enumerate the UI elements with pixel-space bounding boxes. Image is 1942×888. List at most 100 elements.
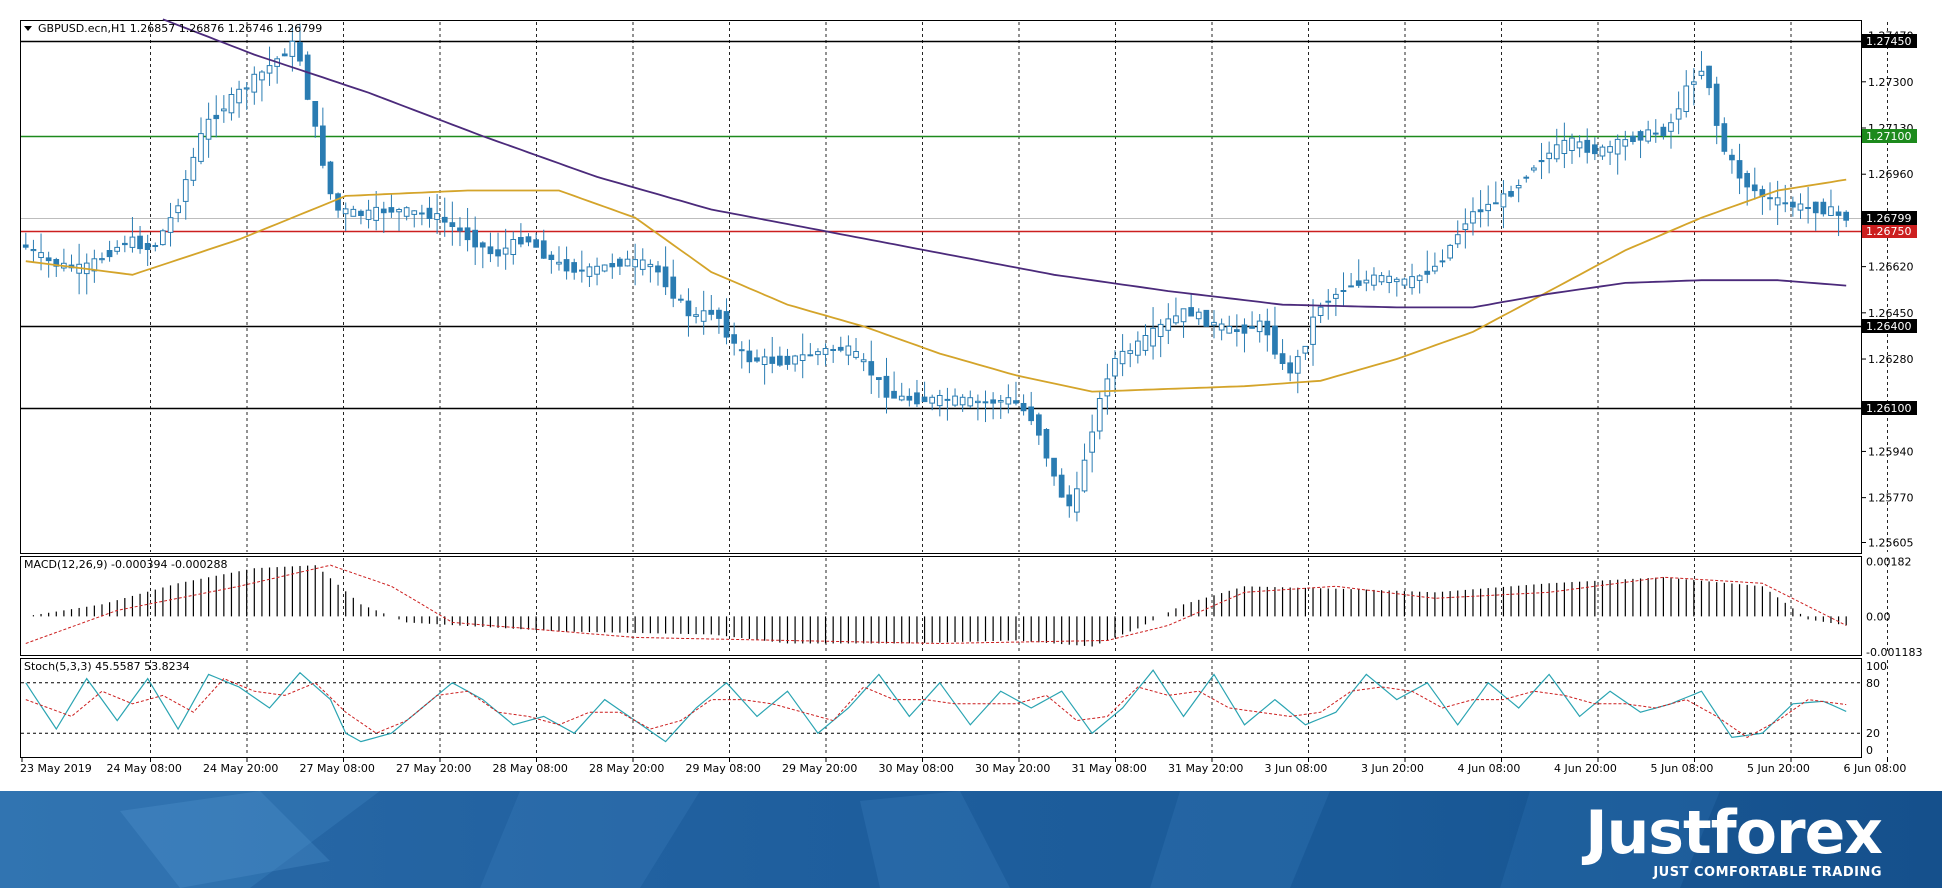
time-tick-label: 23 May 2019 bbox=[20, 762, 92, 775]
candle-body bbox=[670, 276, 677, 299]
time-tick-label: 4 Jun 08:00 bbox=[1458, 762, 1521, 775]
price-tick-label: 1.27300 bbox=[1868, 76, 1914, 89]
brand-footer: Justforex JUST COMFORTABLE TRADING bbox=[0, 791, 1942, 888]
candle-body bbox=[1736, 160, 1743, 179]
candle-body bbox=[1515, 185, 1522, 189]
time-tick-label: 5 Jun 08:00 bbox=[1651, 762, 1714, 775]
macd-histogram bbox=[32, 565, 1847, 647]
candle-body bbox=[122, 242, 128, 246]
candle-body bbox=[738, 349, 745, 352]
candle-body bbox=[837, 346, 844, 351]
stoch-tick-label: 20 bbox=[1866, 727, 1880, 740]
candle-body bbox=[1340, 290, 1347, 292]
candle-body bbox=[1812, 201, 1819, 214]
candle-body bbox=[921, 396, 928, 403]
candle-body bbox=[1150, 327, 1156, 347]
candle-body bbox=[1607, 146, 1613, 153]
level-label-text: 1.27100 bbox=[1866, 130, 1912, 143]
level-label-box bbox=[1862, 211, 1917, 225]
candle-body bbox=[1333, 293, 1339, 299]
stoch-tick-label: 100 bbox=[1866, 660, 1887, 673]
price-tick-label: 1.25770 bbox=[1868, 492, 1914, 505]
candle-body bbox=[251, 73, 258, 93]
candle-body bbox=[540, 240, 547, 259]
candle-body bbox=[358, 210, 364, 217]
candle-body bbox=[1454, 234, 1461, 245]
candle-body bbox=[830, 349, 836, 351]
candle-body bbox=[556, 261, 562, 265]
candle-body bbox=[152, 245, 159, 247]
candle-body bbox=[1805, 207, 1811, 209]
candle-body bbox=[1264, 320, 1271, 336]
price-tick-label: 1.26280 bbox=[1868, 353, 1914, 366]
candle-body bbox=[1729, 154, 1735, 161]
candle-body bbox=[1523, 176, 1530, 179]
candle-body bbox=[1096, 398, 1103, 432]
candle-body bbox=[1569, 137, 1575, 152]
candle-body bbox=[213, 114, 220, 120]
candle-body bbox=[754, 357, 760, 362]
candle-body bbox=[1645, 129, 1652, 142]
candle-body bbox=[1553, 144, 1560, 160]
collapse-triangle-icon[interactable] bbox=[24, 26, 32, 31]
candle-body bbox=[1675, 108, 1682, 120]
candle-body bbox=[449, 222, 456, 227]
candle-body bbox=[1843, 211, 1850, 221]
macd-header: MACD(12,26,9) -0.000394 -0.000288 bbox=[24, 558, 227, 571]
candle-body bbox=[1249, 326, 1255, 329]
time-tick-label: 3 Jun 08:00 bbox=[1265, 762, 1328, 775]
candle-body bbox=[761, 356, 768, 365]
candle-body bbox=[952, 395, 958, 406]
candle-body bbox=[1432, 265, 1438, 272]
level-label-text: 1.26400 bbox=[1866, 320, 1912, 333]
candle-body bbox=[678, 298, 684, 301]
level-label-box bbox=[1862, 319, 1917, 333]
level-label-text: 1.26100 bbox=[1866, 402, 1912, 415]
candle-body bbox=[1683, 85, 1690, 112]
price-tick-label: 1.25605 bbox=[1868, 536, 1914, 549]
time-tick-label: 27 May 08:00 bbox=[300, 762, 375, 775]
candle-body bbox=[525, 236, 532, 243]
candle-body bbox=[1165, 318, 1172, 331]
macd-axis: 0.00182 0.00 -0.001183 bbox=[1866, 556, 1922, 659]
candle-body bbox=[479, 242, 486, 248]
candle-body bbox=[403, 207, 410, 217]
time-tick-label: 31 May 20:00 bbox=[1168, 762, 1243, 775]
candle-body bbox=[99, 258, 105, 261]
candle-body bbox=[1043, 429, 1050, 459]
time-tick-label: 30 May 20:00 bbox=[975, 762, 1050, 775]
stoch-axis: 100 80 20 0 bbox=[1866, 660, 1887, 757]
candle-body bbox=[1226, 326, 1233, 334]
candle-body bbox=[1477, 209, 1484, 213]
candle-body bbox=[472, 229, 478, 248]
candle-body bbox=[936, 395, 943, 407]
candle-body bbox=[1325, 300, 1332, 303]
level-labels: 1.27450 1.27100 1.26750 1.26400 1.26100 1.267… bbox=[1862, 34, 1917, 415]
macd-signal-line bbox=[25, 564, 1847, 645]
candle-body bbox=[53, 259, 60, 267]
candle-body bbox=[1272, 325, 1278, 355]
macd-tick-label: 0.00 bbox=[1866, 610, 1891, 623]
price-tick-label: 1.26960 bbox=[1868, 168, 1914, 181]
candle-body bbox=[1051, 457, 1057, 477]
candle-body bbox=[1393, 278, 1400, 283]
candle-body bbox=[365, 209, 372, 220]
brand-slogan: JUST COMFORTABLE TRADING bbox=[1653, 865, 1882, 880]
candle-body bbox=[1485, 203, 1492, 212]
candle-body bbox=[594, 265, 600, 275]
candle-body bbox=[876, 377, 882, 381]
candle-body bbox=[1614, 138, 1621, 155]
candle-body bbox=[1538, 160, 1545, 163]
trading-chart[interactable]: 1.274701.273001.271301.269601.267901.266… bbox=[0, 0, 1942, 791]
candle-body bbox=[662, 266, 669, 288]
candle-body bbox=[1348, 285, 1354, 288]
candle-body bbox=[891, 390, 897, 399]
level-label-text: 1.26750 bbox=[1866, 225, 1912, 238]
stoch-header: Stoch(5,3,3) 45.5587 53.8234 bbox=[24, 660, 190, 673]
macd-panel-frame bbox=[20, 556, 1862, 656]
candle-body bbox=[1211, 321, 1217, 326]
candle-body bbox=[1698, 70, 1705, 76]
candle-body bbox=[91, 258, 98, 272]
candle-body bbox=[1751, 184, 1758, 192]
level-label-box bbox=[1862, 401, 1917, 415]
